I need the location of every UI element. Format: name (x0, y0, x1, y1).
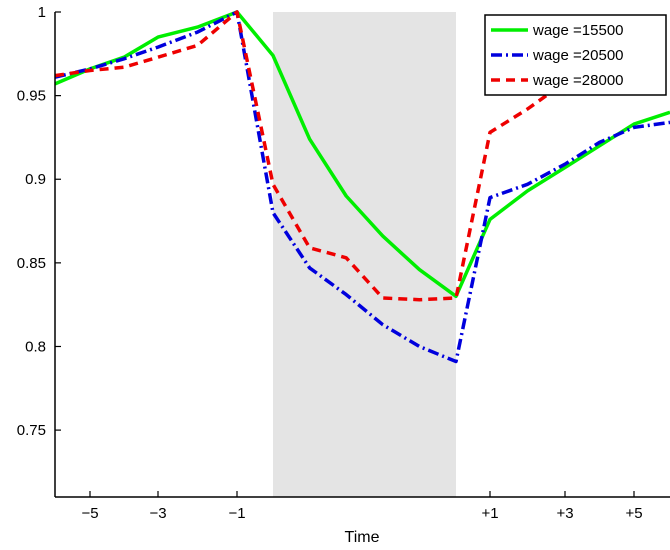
y-tick-label: 0.8 (25, 338, 46, 355)
x-tick-label: −3 (149, 505, 166, 522)
y-tick-label: 1 (38, 4, 46, 21)
series-line-1 (54, 10, 670, 299)
legend: wage =15500 wage =20500 wage =28000 (484, 14, 667, 96)
series-line-2 (54, 10, 670, 364)
y-tick-label: 0.9 (25, 171, 46, 188)
ticks-layer: −5 −3 −1 +1 +3 +5 0.75 0.8 0.85 0.9 0.95 1 (17, 4, 643, 522)
x-tick-label: +5 (625, 505, 642, 522)
legend-label: wage =20500 (532, 47, 624, 64)
x-tick-label: +3 (556, 505, 573, 522)
legend-label: wage =15500 (532, 22, 624, 39)
x-tick-label: −1 (228, 505, 245, 522)
shaded-region (273, 12, 456, 497)
x-tick-label: +1 (481, 505, 498, 522)
y-tick-label: 0.95 (17, 88, 46, 105)
y-tick-label: 0.85 (17, 255, 46, 272)
y-tick-label: 0.75 (17, 422, 46, 439)
series-layer (54, 10, 670, 364)
series-line-3 (54, 10, 567, 302)
legend-label: wage =28000 (532, 72, 624, 89)
x-axis-label: Time (345, 529, 380, 546)
x-tick-label: −5 (81, 505, 98, 522)
